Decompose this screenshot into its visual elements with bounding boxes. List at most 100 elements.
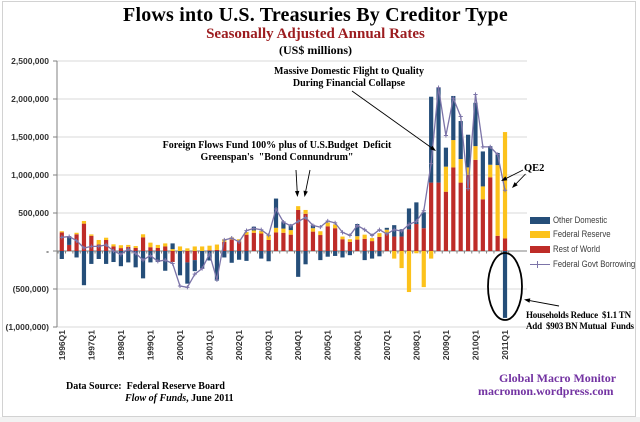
- marker-2002Q1-federal-govt-borrowing: [236, 239, 242, 244]
- bar-2001Q2-federal-reserve: [214, 244, 220, 250]
- brand-url[interactable]: macromon.wordpress.com: [478, 384, 614, 398]
- arrowhead-households: [524, 298, 531, 303]
- bar-1998Q4-federal-reserve: [140, 234, 146, 238]
- marker-1997Q2-federal-govt-borrowing: [96, 244, 101, 249]
- bar-1996Q1-other-domestic: [59, 251, 64, 259]
- bar-2008Q1-other-domestic: [414, 202, 419, 225]
- x-axis-label: 1996Q1: [57, 330, 67, 361]
- bar-2007Q1-other-domestic: [384, 227, 389, 230]
- x-axis-label: 2004Q1: [293, 330, 303, 361]
- marker-2009Q1-federal-govt-borrowing: [443, 133, 449, 138]
- x-axis-label: 1999Q1: [145, 330, 155, 361]
- bar-2005Q2-rest-of-world: [333, 228, 338, 251]
- bar-2004Q1-rest-of-world: [296, 209, 301, 251]
- bar-2001Q1-rest-of-world: [207, 250, 212, 251]
- bar-2006Q4-rest-of-world: [377, 236, 382, 251]
- bar-2010Q2-rest-of-world: [480, 199, 485, 251]
- bar-1998Q2-other-domestic: [126, 251, 131, 263]
- marker-1998Q2-federal-govt-borrowing: [126, 247, 131, 252]
- bar-2001Q3-rest-of-world: [222, 241, 227, 251]
- bar-2009Q1-other-domestic: [443, 147, 449, 167]
- data-source-line2: Flow of Funds, June 2011: [125, 393, 234, 404]
- bar-2006Q4-federal-reserve: [377, 233, 382, 237]
- bar-2005Q3-federal-reserve: [340, 236, 345, 240]
- legend-label: Rest of World: [553, 243, 601, 255]
- bar-2003Q1-rest-of-world: [266, 239, 271, 251]
- bar-2005Q4-federal-reserve: [347, 239, 352, 242]
- x-axis-label: 2009Q1: [441, 330, 451, 361]
- marker-1999Q3-federal-govt-borrowing: [163, 258, 168, 263]
- x-axis-label: 2003Q1: [264, 330, 274, 361]
- bar-2003Q4-federal-reserve: [288, 230, 293, 235]
- marker-2002Q3-federal-govt-borrowing: [251, 226, 256, 231]
- bar-2003Q3-other-domestic: [281, 221, 286, 229]
- annotation-line: Foreign Flows Fund 100% plus of U.S.Budg…: [162, 140, 392, 151]
- arrowhead-bond-conundrum: [294, 190, 300, 197]
- marker-1998Q4-federal-govt-borrowing: [140, 258, 146, 263]
- bar-2001Q4-other-domestic: [229, 251, 234, 263]
- marker-2011Q1-federal-govt-borrowing: [502, 188, 508, 193]
- bar-2006Q3-rest-of-world: [369, 241, 375, 251]
- marker-2004Q4-federal-govt-borrowing: [318, 224, 323, 230]
- marker-2003Q3-federal-govt-borrowing: [281, 220, 286, 225]
- bar-1996Q1-federal-reserve: [59, 231, 64, 233]
- marker-2007Q1-federal-govt-borrowing: [384, 231, 389, 236]
- marker-2007Q2-federal-govt-borrowing: [392, 227, 397, 232]
- bar-2004Q4-federal-reserve: [318, 231, 323, 236]
- legend-item-other-domestic: Other Domestic: [530, 213, 640, 228]
- bar-2002Q1-rest-of-world: [236, 241, 242, 251]
- marker-2010Q1-federal-govt-borrowing: [473, 92, 478, 97]
- bar-2001Q2-other-domestic: [214, 251, 220, 281]
- annotation-line: Add $903 BN Mutual Funds: [526, 321, 634, 331]
- data-source-date: , June 2011: [186, 393, 234, 404]
- y-axis-label: 2,000,000: [11, 94, 49, 104]
- bar-1998Q1-other-domestic: [118, 251, 123, 267]
- marker-2008Q3-federal-govt-borrowing: [429, 161, 434, 166]
- bar-2009Q2-other-domestic: [451, 95, 456, 141]
- y-axis-label: 2,500,000: [11, 56, 49, 66]
- bar-2001Q4-rest-of-world: [229, 239, 234, 251]
- bar-2010Q1-federal-reserve: [473, 146, 478, 160]
- marker-2003Q4-federal-govt-borrowing: [288, 223, 293, 229]
- bar-2007Q1-rest-of-world: [384, 233, 389, 251]
- bar-1999Q2-other-domestic: [155, 251, 160, 263]
- bar-2011Q1-rest-of-world: [502, 238, 508, 251]
- marker-1997Q1-federal-govt-borrowing: [89, 244, 94, 249]
- marker-2005Q4-federal-govt-borrowing: [347, 233, 352, 238]
- bar-2004Q2-rest-of-world: [303, 213, 308, 251]
- bar-2000Q2-other-domestic: [185, 262, 190, 284]
- annotation-line: Households Reduce $1.1 TN: [526, 310, 631, 320]
- bar-1997Q3-other-domestic: [104, 251, 109, 264]
- marker-2000Q2-federal-govt-borrowing: [185, 285, 190, 290]
- marker-2007Q4-federal-govt-borrowing: [406, 222, 412, 227]
- bar-2000Q1-federal-reserve: [177, 246, 183, 251]
- bar-2004Q4-rest-of-world: [318, 235, 323, 251]
- bar-1999Q3-federal-reserve: [163, 243, 168, 247]
- bar-2009Q1-federal-reserve: [443, 166, 449, 192]
- legend-swatch-rest-of-world: [530, 245, 550, 253]
- arrowhead-qe2: [501, 176, 508, 181]
- marker-2009Q4-federal-govt-borrowing: [465, 186, 471, 191]
- marker-1999Q1-federal-govt-borrowing: [148, 253, 153, 258]
- bar-2005Q2-other-domestic: [333, 251, 338, 256]
- marker-1996Q1-federal-govt-borrowing: [59, 235, 64, 240]
- bar-1998Q1-rest-of-world: [118, 248, 123, 251]
- bar-1997Q4-rest-of-world: [111, 246, 116, 251]
- marker-2005Q1-federal-govt-borrowing: [325, 218, 330, 224]
- bar-2008Q3-rest-of-world: [429, 182, 434, 251]
- bar-2002Q3-rest-of-world: [251, 232, 256, 251]
- bar-2007Q3-federal-reserve: [399, 251, 404, 269]
- annotation-line: Greenspan's "Bond Connundrum": [200, 151, 354, 163]
- bar-2008Q1-federal-reserve: [414, 251, 419, 254]
- bar-2004Q3-rest-of-world: [310, 231, 316, 251]
- bar-2006Q2-other-domestic: [362, 251, 367, 261]
- bar-2007Q4-other-domestic: [406, 208, 412, 230]
- bar-2010Q4-rest-of-world: [495, 235, 500, 251]
- bar-2007Q4-rest-of-world: [406, 229, 412, 251]
- bar-2008Q4-other-domestic: [436, 87, 441, 183]
- bar-2011Q1-other-domestic: [502, 251, 508, 318]
- arrow-flight-to-quality: [351, 90, 434, 150]
- y-axis-label: -: [46, 246, 49, 256]
- marker-1996Q3-federal-govt-borrowing: [74, 238, 79, 243]
